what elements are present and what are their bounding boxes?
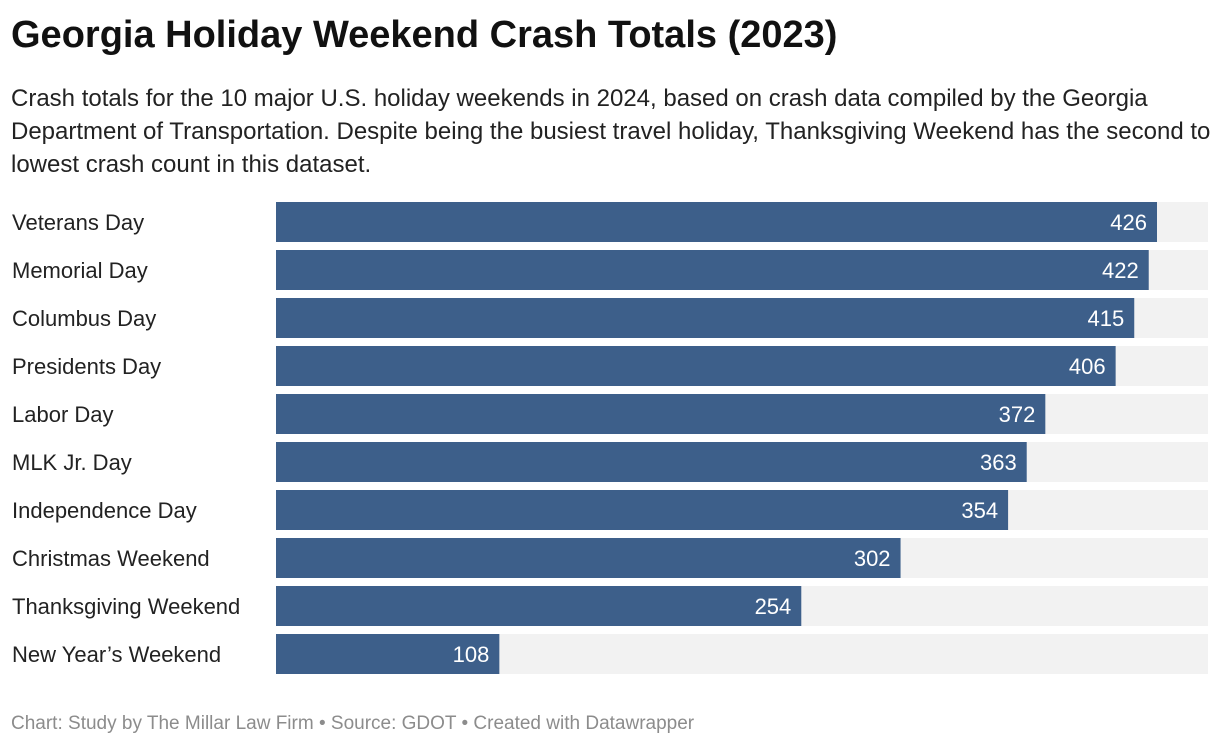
bar: [276, 394, 1046, 434]
bar-row: Veterans Day 426: [12, 202, 1208, 242]
value-label: 415: [1088, 306, 1125, 331]
value-label: 108: [453, 642, 490, 667]
category-label: Christmas Weekend: [12, 546, 210, 571]
bar-row: New Year’s Weekend 108: [12, 634, 1208, 674]
category-label: Presidents Day: [12, 354, 161, 379]
value-label: 363: [980, 450, 1017, 475]
category-label: Veterans Day: [12, 210, 144, 235]
bar: [276, 442, 1027, 482]
value-label: 426: [1110, 210, 1147, 235]
bar-row: Labor Day 372: [12, 394, 1208, 434]
category-label: Independence Day: [12, 498, 197, 523]
value-label: 354: [961, 498, 998, 523]
value-label: 254: [755, 594, 792, 619]
chart-title: Georgia Holiday Weekend Crash Totals (20…: [11, 14, 838, 56]
bar-row: Christmas Weekend 302: [12, 538, 1208, 578]
category-label: Memorial Day: [12, 258, 148, 283]
category-label: Labor Day: [12, 402, 114, 427]
bar: [276, 298, 1135, 338]
bar: [276, 250, 1149, 290]
category-label: MLK Jr. Day: [12, 450, 132, 475]
value-label: 302: [854, 546, 891, 571]
bar-row: Independence Day 354: [12, 490, 1208, 530]
bar: [276, 202, 1157, 242]
bar: [276, 634, 500, 674]
bar-row: Thanksgiving Weekend 254: [12, 586, 1208, 626]
category-label: New Year’s Weekend: [12, 642, 221, 667]
chart-subtitle: Crash totals for the 10 major U.S. holid…: [11, 85, 1211, 178]
bar: [276, 586, 802, 626]
bar-row: MLK Jr. Day 363: [12, 442, 1208, 482]
bar-row: Presidents Day 406: [12, 346, 1208, 386]
category-label: Columbus Day: [12, 306, 156, 331]
value-label: 372: [999, 402, 1036, 427]
value-label: 422: [1102, 258, 1139, 283]
bar: [276, 346, 1116, 386]
value-label: 406: [1069, 354, 1106, 379]
bar-row: Memorial Day 422: [12, 250, 1208, 290]
category-label: Thanksgiving Weekend: [12, 594, 240, 619]
bar-row: Columbus Day 415: [12, 298, 1208, 338]
bar-chart: Veterans Day 426 Memorial Day 422 Columbus D…: [12, 202, 1208, 674]
bar: [276, 490, 1009, 530]
bar: [276, 538, 901, 578]
chart-footer-credit: Chart: Study by The Millar Law Firm • So…: [11, 713, 695, 734]
